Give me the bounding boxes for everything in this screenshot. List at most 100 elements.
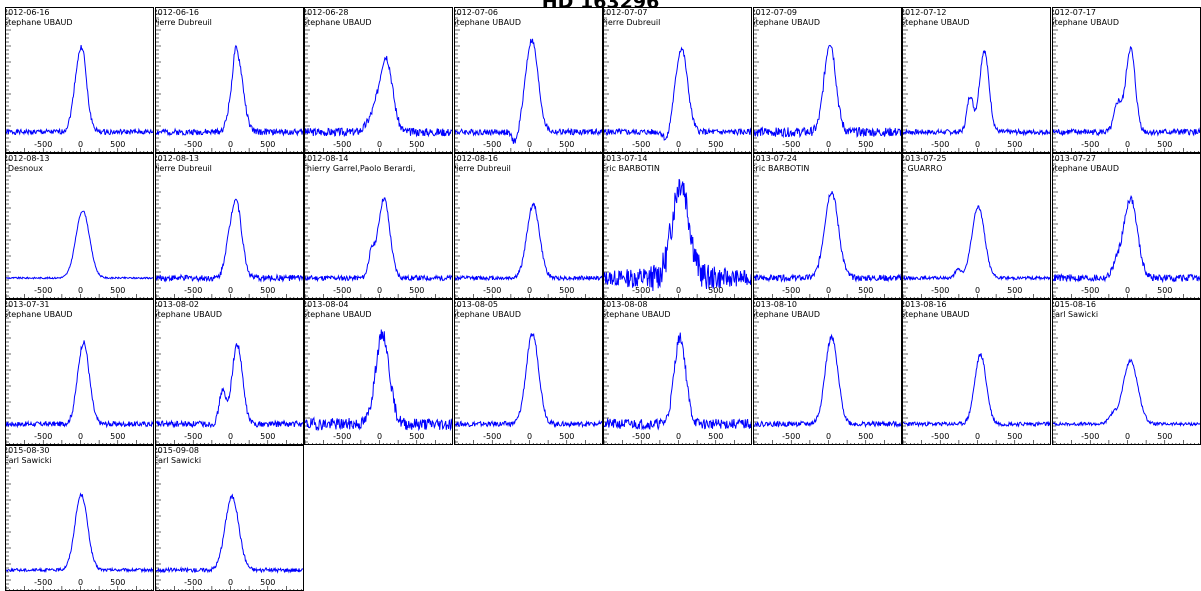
panel-observer: Stephane UBAUD bbox=[752, 18, 821, 27]
x-tick-label: 0 bbox=[975, 432, 980, 441]
x-tick-label: 500 bbox=[260, 286, 275, 295]
spectrum-panel: -500 0 500 2012-07-12 Stephane UBAUD bbox=[902, 7, 1051, 153]
x-tick-label: -500 bbox=[184, 432, 202, 441]
spectrum-panel: -500 0 500 2015-08-16 Carl Sawicki bbox=[1051, 299, 1201, 445]
spectrum-line bbox=[6, 45, 153, 136]
spectrum-panel: -500 0 500 2013-07-25 J. GUARRO bbox=[902, 153, 1051, 299]
x-tick-label: 500 bbox=[110, 578, 125, 587]
x-tick-label: -500 bbox=[782, 286, 800, 295]
panel-date: 2013-08-04 bbox=[304, 300, 349, 309]
panel-observer: Eric BARBOTIN bbox=[603, 164, 660, 173]
spectrum-panel: -500 0 500 2012-06-16 Pierre Dubreuil bbox=[154, 7, 304, 153]
x-tick-label: -500 bbox=[483, 286, 501, 295]
spectrum-plot: -500 0 500 bbox=[903, 13, 1050, 152]
x-tick-label: 500 bbox=[110, 432, 125, 441]
spectrum-plot: -500 0 500 bbox=[1052, 13, 1200, 152]
x-tick-label: -500 bbox=[34, 140, 52, 149]
x-tick-label: 500 bbox=[409, 286, 424, 295]
x-tick-label: 500 bbox=[260, 432, 275, 441]
x-tick-label: 500 bbox=[110, 286, 125, 295]
panel-date: 2013-08-08 bbox=[603, 300, 648, 309]
panel-date: 2012-08-14 bbox=[304, 154, 349, 163]
x-tick-label: 0 bbox=[676, 286, 681, 295]
spectrum-plot: -500 0 500 bbox=[155, 13, 303, 152]
panel-date: 2013-07-14 bbox=[603, 154, 648, 163]
panel-date: 2015-09-08 bbox=[154, 446, 200, 455]
spectrum-plot: -500 0 500 bbox=[454, 159, 602, 298]
spectrum-line bbox=[155, 493, 303, 574]
x-tick-label: 0 bbox=[377, 286, 382, 295]
spectrum-panel: -500 0 500 2015-08-30 Carl Sawicki bbox=[5, 445, 154, 591]
spectrum-panel: -500 0 500 2013-07-31 Stephane UBAUD bbox=[5, 299, 154, 445]
spectrum-plot: -500 0 500 bbox=[155, 451, 303, 590]
x-tick-label: -500 bbox=[632, 286, 650, 295]
spectrum-plot: -500 0 500 bbox=[6, 451, 153, 590]
x-tick-label: 0 bbox=[526, 286, 531, 295]
panel-observer: Pierre Dubreuil bbox=[154, 18, 212, 27]
spectrum-plot: -500 0 500 bbox=[155, 159, 303, 298]
spectrum-plot: -500 0 500 bbox=[305, 305, 452, 444]
spectrum-plot: -500 0 500 bbox=[305, 13, 452, 152]
spectrum-plot: -500 0 500 bbox=[305, 159, 452, 298]
spectrum-line bbox=[155, 343, 303, 429]
x-tick-label: 500 bbox=[260, 140, 275, 149]
spectrum-plot: -500 0 500 bbox=[6, 305, 153, 444]
x-tick-label: 500 bbox=[409, 140, 424, 149]
x-tick-label: -500 bbox=[483, 432, 501, 441]
x-tick-label: 500 bbox=[858, 140, 873, 149]
panel-date: 2013-07-24 bbox=[752, 154, 798, 163]
x-tick-label: 0 bbox=[78, 432, 83, 441]
x-tick-label: 500 bbox=[858, 286, 873, 295]
spectrum-plot: -500 0 500 bbox=[604, 13, 751, 152]
panel-observer: Carl Sawicki bbox=[1051, 310, 1099, 319]
x-tick-label: -500 bbox=[333, 140, 351, 149]
panel-observer: J. GUARRO bbox=[902, 164, 943, 173]
panel-observer: Pierre Dubreuil bbox=[154, 164, 212, 173]
spectrum-line bbox=[155, 44, 303, 137]
spectrum-plot: -500 0 500 bbox=[753, 305, 901, 444]
spectrum-plot: -500 0 500 bbox=[903, 159, 1050, 298]
x-tick-label: -500 bbox=[632, 432, 650, 441]
panel-observer: Stephane UBAUD bbox=[603, 310, 671, 319]
panel-date: 2013-08-02 bbox=[154, 300, 200, 309]
spectrum-line bbox=[753, 333, 901, 429]
spectrum-plot: -500 0 500 bbox=[903, 305, 1050, 444]
x-tick-label: -500 bbox=[333, 432, 351, 441]
spectrum-plot: -500 0 500 bbox=[604, 305, 751, 444]
spectrum-panel: -500 0 500 2012-08-13 J Desnoux bbox=[5, 153, 154, 299]
spectrum-panel: -500 0 500 2013-08-02 Stephane UBAUD bbox=[154, 299, 304, 445]
x-tick-label: 500 bbox=[708, 140, 723, 149]
spectrum-line bbox=[753, 44, 901, 139]
spectrum-line bbox=[1052, 45, 1200, 137]
x-tick-label: -500 bbox=[931, 432, 949, 441]
panel-date: 2013-08-10 bbox=[752, 300, 798, 309]
spectrum-panel: -500 0 500 2012-07-09 Stephane UBAUD bbox=[752, 7, 902, 153]
panel-date: 2013-07-31 bbox=[5, 300, 50, 309]
panel-observer: Stephane UBAUD bbox=[453, 310, 522, 319]
x-tick-label: -500 bbox=[34, 432, 52, 441]
panel-observer: Stephane UBAUD bbox=[154, 310, 223, 319]
spectrum-line bbox=[6, 340, 153, 429]
spectrum-panel: -500 0 500 2012-08-16 Pierre Dubreuil bbox=[453, 153, 603, 299]
x-tick-label: -500 bbox=[34, 578, 52, 587]
x-tick-label: 500 bbox=[110, 140, 125, 149]
x-tick-label: 500 bbox=[708, 286, 723, 295]
spectrum-line bbox=[604, 178, 751, 292]
x-tick-label: 0 bbox=[1124, 140, 1129, 149]
x-tick-label: 0 bbox=[526, 432, 531, 441]
spectrum-panel: -500 0 500 2013-08-10 Stephane UBAUD bbox=[752, 299, 902, 445]
x-tick-label: 500 bbox=[559, 432, 574, 441]
panel-date: 2012-08-13 bbox=[154, 154, 200, 163]
panel-date: 2015-08-16 bbox=[1051, 300, 1097, 309]
spectrum-plot: -500 0 500 bbox=[1052, 159, 1200, 298]
spectrum-line bbox=[1052, 195, 1200, 284]
panel-date: 2012-07-07 bbox=[603, 8, 648, 17]
spectrum-line bbox=[454, 332, 602, 429]
x-tick-label: 500 bbox=[858, 432, 873, 441]
spectrum-plot: -500 0 500 bbox=[6, 159, 153, 298]
x-tick-label: -500 bbox=[184, 140, 202, 149]
panel-date: 2012-07-17 bbox=[1051, 8, 1097, 17]
panel-date: 2012-06-28 bbox=[304, 8, 349, 17]
panel-observer: Stephane UBAUD bbox=[902, 18, 970, 27]
x-tick-label: 0 bbox=[78, 286, 83, 295]
